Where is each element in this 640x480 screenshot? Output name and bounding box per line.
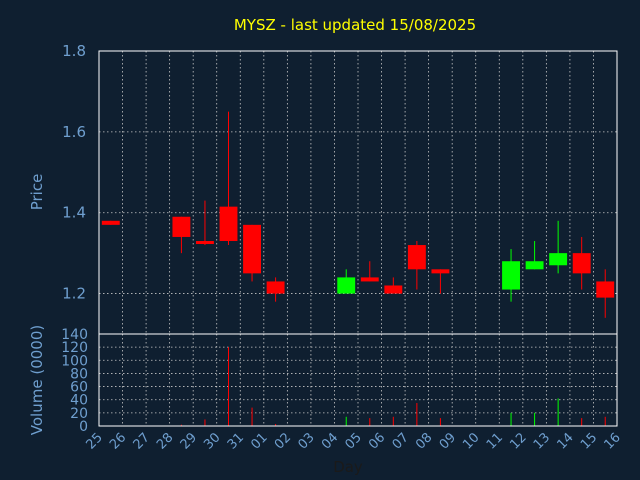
x-tick-label: 15 (578, 430, 600, 452)
x-tick-label: 16 (602, 430, 624, 452)
volume-tick-label: 20 (70, 406, 88, 422)
candle-body (196, 241, 214, 245)
candle-body (219, 206, 238, 242)
x-tick-label: 13 (531, 430, 553, 452)
volume-tick-label: 100 (61, 353, 88, 369)
candle-body (101, 220, 120, 225)
price-tick-label: 1.6 (62, 123, 86, 141)
x-tick-label: 03 (295, 430, 317, 452)
price-axis-label: Price (28, 174, 46, 211)
candle-body (243, 224, 261, 274)
x-axis-label: Day (333, 458, 363, 476)
volume-tick-label: 80 (70, 366, 88, 382)
candle-body (549, 253, 568, 266)
candle-body (407, 245, 426, 270)
x-tick-label: 30 (201, 430, 223, 452)
price-candles (101, 111, 615, 318)
price-tick-label: 1.8 (62, 42, 86, 60)
x-tick-label: 31 (225, 430, 247, 452)
x-tick-label: 12 (507, 430, 529, 452)
volume-axis-label: Volume (0000) (28, 325, 46, 435)
candle-body (337, 277, 356, 294)
x-tick-label: 07 (390, 430, 412, 452)
x-tick-label: 02 (272, 430, 294, 452)
volume-tick-label: 60 (70, 380, 88, 396)
candle-body (172, 216, 191, 237)
x-tick-label: 05 (343, 430, 365, 452)
candle-body (525, 261, 544, 270)
x-tick-label: 06 (366, 430, 388, 452)
price-tick-label: 1.4 (62, 204, 86, 222)
volume-tick-label: 140 (61, 327, 88, 343)
volume-tick-label: 120 (61, 340, 88, 356)
candle-body (384, 285, 403, 294)
x-tick-label: 28 (154, 430, 176, 452)
candle-body (266, 281, 285, 294)
volume-panel-frame (98, 333, 618, 427)
x-tick-label: 27 (131, 430, 153, 452)
x-tick-label: 10 (460, 430, 482, 452)
x-tick-label: 26 (107, 430, 129, 452)
x-tick-label: 04 (319, 430, 341, 452)
x-tick-label: 01 (248, 430, 270, 452)
volume-tick-label: 40 (70, 393, 88, 409)
chart-title: MYSZ - last updated 15/08/2025 (234, 16, 476, 34)
price-tick-label: 1.2 (62, 285, 86, 303)
x-tick-label: 14 (554, 430, 576, 452)
x-tick-label: 08 (413, 430, 435, 452)
volume-bars (180, 347, 606, 426)
x-tick-label: 09 (437, 430, 459, 452)
grid-layer (99, 50, 617, 427)
candle-body (572, 253, 591, 274)
x-tick-label: 29 (178, 430, 200, 452)
x-tick-label: 11 (484, 430, 506, 452)
candle-body (596, 281, 615, 298)
candle-body (502, 261, 520, 290)
candle-body (360, 277, 379, 282)
candle-body (431, 269, 450, 274)
volume-tick-label: 0 (79, 419, 88, 435)
